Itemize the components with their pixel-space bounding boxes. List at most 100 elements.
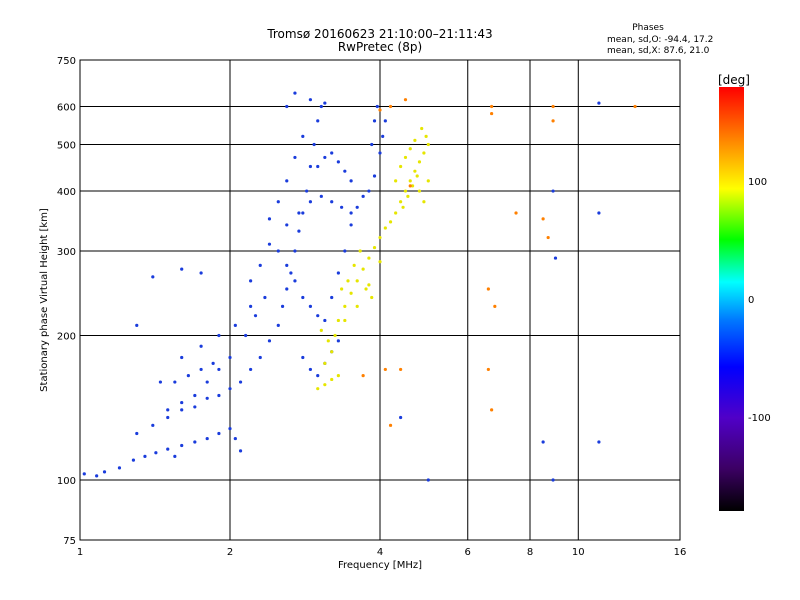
data-point [399, 367, 403, 372]
data-point [597, 440, 601, 444]
colorbar-tick-label: -100 [748, 413, 771, 424]
y-axis-label: Stationary phase Virtual Height [km] [39, 208, 50, 392]
data-point [361, 194, 365, 198]
data-point [151, 275, 155, 279]
data-point [420, 126, 424, 131]
data-point [217, 367, 221, 372]
data-point [413, 169, 417, 173]
data-point [217, 431, 221, 436]
data-point [199, 271, 203, 275]
data-point [249, 279, 253, 283]
data-point [297, 229, 301, 233]
data-point [308, 304, 313, 309]
data-point [301, 134, 305, 138]
data-point [117, 466, 122, 470]
data-point [280, 304, 285, 309]
data-points [82, 91, 637, 482]
grid-lines [80, 60, 680, 540]
data-point [293, 91, 297, 95]
data-point [394, 179, 398, 183]
data-point [383, 119, 387, 123]
data-point [336, 339, 340, 343]
data-point [336, 271, 340, 275]
phases-x-stats: mean, sd,X: 87.6, 21.0 [607, 46, 710, 56]
data-point [173, 380, 177, 384]
data-point [551, 119, 555, 123]
data-point [372, 174, 377, 178]
data-point [358, 249, 362, 253]
data-point [361, 267, 365, 271]
data-point [323, 101, 327, 105]
data-point [180, 408, 184, 412]
data-point [417, 189, 422, 193]
data-point [312, 142, 316, 147]
data-point [330, 350, 334, 354]
data-point [401, 205, 405, 209]
data-point [135, 323, 139, 327]
data-point [308, 164, 313, 169]
data-point [323, 361, 327, 365]
data-point [355, 279, 359, 283]
data-point [388, 220, 393, 224]
data-point [417, 160, 422, 164]
data-point [217, 333, 221, 338]
data-point [316, 119, 320, 123]
data-point [228, 387, 232, 391]
data-point [308, 200, 313, 204]
y-tick-label: 100 [57, 476, 76, 487]
data-point [597, 211, 601, 215]
data-point [408, 184, 412, 188]
data-point [267, 242, 272, 246]
data-point [228, 426, 232, 431]
data-point [285, 179, 289, 183]
data-point [102, 470, 107, 474]
data-point [490, 408, 494, 412]
data-point [349, 179, 353, 183]
data-point [285, 223, 289, 227]
data-point [553, 256, 558, 260]
x-tick-label: 4 [377, 547, 383, 558]
data-point [408, 179, 412, 183]
colorbar-ticks: 100 0 -100 [748, 177, 771, 424]
data-point [413, 138, 417, 142]
data-point [186, 374, 190, 378]
y-tick-label: 75 [63, 536, 76, 547]
data-point [383, 367, 387, 372]
data-point [410, 184, 415, 188]
data-point [199, 367, 203, 372]
data-point [551, 478, 555, 482]
data-point [394, 211, 398, 215]
data-point [228, 355, 232, 360]
data-point [388, 104, 393, 109]
data-point [166, 415, 170, 420]
data-point [378, 108, 382, 112]
data-point [205, 380, 209, 384]
data-point [355, 205, 359, 209]
data-point [378, 235, 382, 240]
x-axis-label: Frequency [MHz] [338, 560, 422, 571]
data-point [330, 151, 334, 155]
data-point [551, 189, 555, 193]
data-point [301, 211, 305, 215]
data-point [95, 474, 99, 478]
data-point [370, 295, 374, 300]
x-tick-label: 1 [77, 547, 83, 558]
data-point [151, 423, 155, 427]
data-point [364, 287, 368, 291]
data-point [422, 200, 426, 204]
data-point [343, 169, 347, 173]
data-point [205, 436, 209, 441]
data-point [166, 408, 170, 412]
data-point [293, 249, 297, 253]
phases-o-stats: mean, sd,O: -94.4, 17.2 [607, 35, 713, 45]
data-point [316, 164, 320, 169]
chart-title: Tromsø 20160623 21:10:00–21:11:43 [266, 27, 492, 41]
data-point [403, 98, 408, 102]
data-point [217, 393, 221, 398]
data-point [276, 200, 280, 204]
data-point [370, 142, 374, 147]
data-point [486, 287, 490, 291]
data-point [633, 104, 637, 109]
data-point [333, 333, 337, 338]
data-point [238, 380, 243, 384]
